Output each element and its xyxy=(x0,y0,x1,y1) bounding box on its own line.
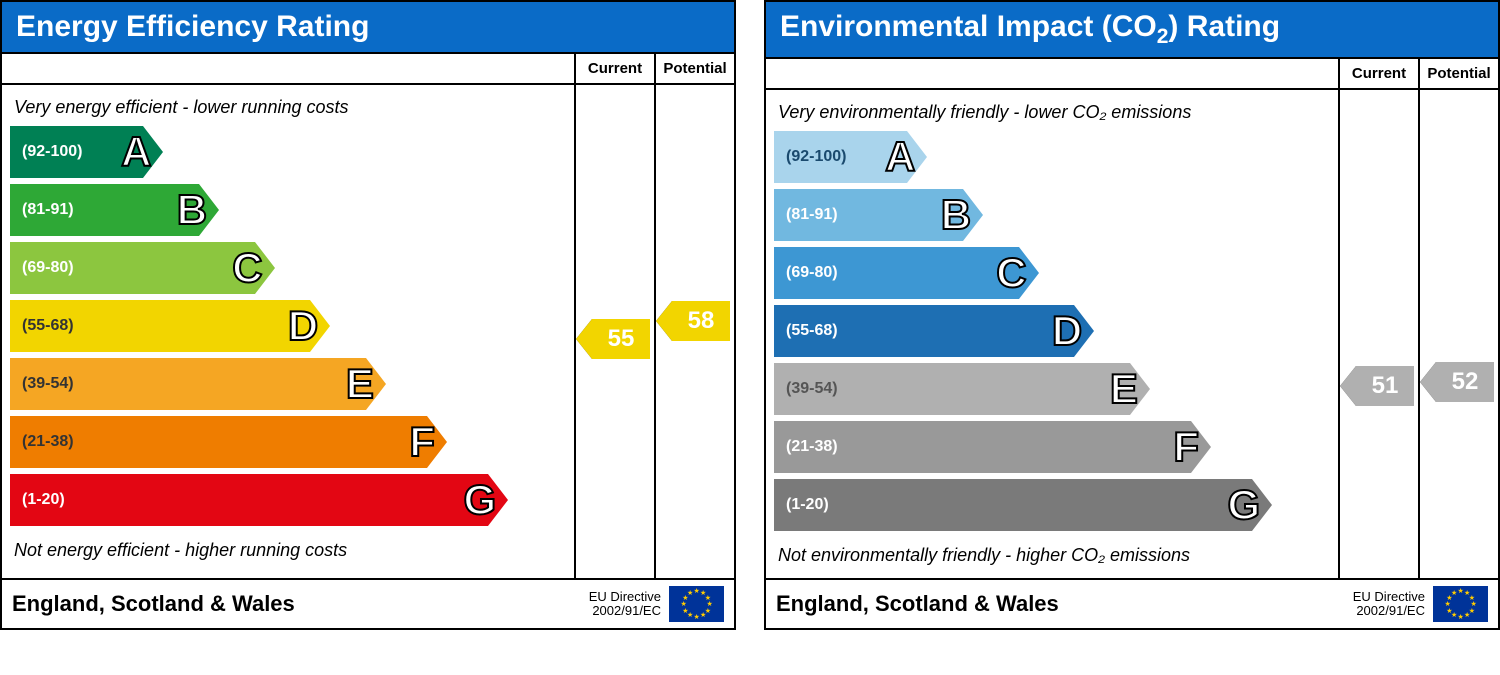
header-row: CurrentPotential xyxy=(2,54,734,85)
current-value: 51 xyxy=(1372,372,1399,400)
band-D: (55-68) D xyxy=(774,305,1330,357)
current-column: 51 xyxy=(1338,90,1418,578)
bands-area: Very environmentally friendly - lower CO… xyxy=(766,90,1338,578)
band-letter: D xyxy=(288,302,318,350)
band-letter: F xyxy=(1173,423,1199,471)
potential-value: 52 xyxy=(1452,368,1479,396)
footer-row: England, Scotland & Wales EU Directive200… xyxy=(2,578,734,628)
band-letter: G xyxy=(463,476,496,524)
band-range: (55-68) xyxy=(22,317,74,335)
band-letter: E xyxy=(346,360,374,408)
band-letter: F xyxy=(409,418,435,466)
region-label: England, Scotland & Wales xyxy=(776,591,1059,617)
band-range: (92-100) xyxy=(786,148,846,166)
band-letter: A xyxy=(885,133,915,181)
bottom-caption: Not energy efficient - higher running co… xyxy=(10,532,566,563)
band-B: (81-91) B xyxy=(10,184,566,236)
band-E: (39-54) E xyxy=(10,358,566,410)
environmental-panel: Environmental Impact (CO2) RatingCurrent… xyxy=(764,0,1500,630)
band-letter: B xyxy=(177,186,207,234)
band-letter: B xyxy=(941,191,971,239)
band-range: (81-91) xyxy=(22,201,74,219)
potential-pointer: 58 xyxy=(672,301,730,341)
potential-pointer: 52 xyxy=(1436,362,1494,402)
top-caption: Very energy efficient - lower running co… xyxy=(10,95,566,126)
current-value: 55 xyxy=(608,325,635,353)
band-F: (21-38) F xyxy=(774,421,1330,473)
column-header-potential: Potential xyxy=(1418,59,1498,88)
column-header-potential: Potential xyxy=(654,54,734,83)
band-range: (81-91) xyxy=(786,206,838,224)
band-range: (21-38) xyxy=(786,438,838,456)
band-G: (1-20) G xyxy=(10,474,566,526)
band-G: (1-20) G xyxy=(774,479,1330,531)
band-letter: E xyxy=(1110,365,1138,413)
band-F: (21-38) F xyxy=(10,416,566,468)
band-range: (21-38) xyxy=(22,433,74,451)
band-range: (1-20) xyxy=(22,491,65,509)
column-header-current: Current xyxy=(1338,59,1418,88)
footer-row: England, Scotland & Wales EU Directive200… xyxy=(766,578,1498,628)
band-letter: C xyxy=(996,249,1026,297)
band-letter: A xyxy=(121,128,151,176)
bands-area: Very energy efficient - lower running co… xyxy=(2,85,574,578)
band-E: (39-54) E xyxy=(774,363,1330,415)
header-row: CurrentPotential xyxy=(766,59,1498,90)
current-pointer: 55 xyxy=(592,319,650,359)
band-range: (55-68) xyxy=(786,322,838,340)
panel-title: Energy Efficiency Rating xyxy=(0,0,736,52)
band-C: (69-80) C xyxy=(774,247,1330,299)
band-range: (92-100) xyxy=(22,143,82,161)
top-caption: Very environmentally friendly - lower CO… xyxy=(774,100,1330,131)
potential-value: 58 xyxy=(688,307,715,335)
band-A: (92-100) A xyxy=(10,126,566,178)
band-range: (1-20) xyxy=(786,496,829,514)
eu-flag-icon: ★★★★★★★★★★★★ xyxy=(669,586,724,622)
current-pointer: 51 xyxy=(1356,366,1414,406)
directive-label: EU Directive2002/91/EC xyxy=(1353,590,1425,619)
band-D: (55-68) D xyxy=(10,300,566,352)
band-letter: C xyxy=(232,244,262,292)
band-range: (39-54) xyxy=(786,380,838,398)
band-range: (39-54) xyxy=(22,375,74,393)
band-letter: D xyxy=(1052,307,1082,355)
current-column: 55 xyxy=(574,85,654,578)
panel-title: Environmental Impact (CO2) Rating xyxy=(764,0,1500,57)
eu-flag-icon: ★★★★★★★★★★★★ xyxy=(1433,586,1488,622)
band-A: (92-100) A xyxy=(774,131,1330,183)
column-header-current: Current xyxy=(574,54,654,83)
directive-label: EU Directive2002/91/EC xyxy=(589,590,661,619)
band-range: (69-80) xyxy=(786,264,838,282)
band-letter: G xyxy=(1227,481,1260,529)
band-C: (69-80) C xyxy=(10,242,566,294)
band-range: (69-80) xyxy=(22,259,74,277)
band-B: (81-91) B xyxy=(774,189,1330,241)
energy-panel: Energy Efficiency RatingCurrentPotential… xyxy=(0,0,736,630)
potential-column: 52 xyxy=(1418,90,1498,578)
region-label: England, Scotland & Wales xyxy=(12,591,295,617)
bottom-caption: Not environmentally friendly - higher CO… xyxy=(774,537,1330,568)
potential-column: 58 xyxy=(654,85,734,578)
